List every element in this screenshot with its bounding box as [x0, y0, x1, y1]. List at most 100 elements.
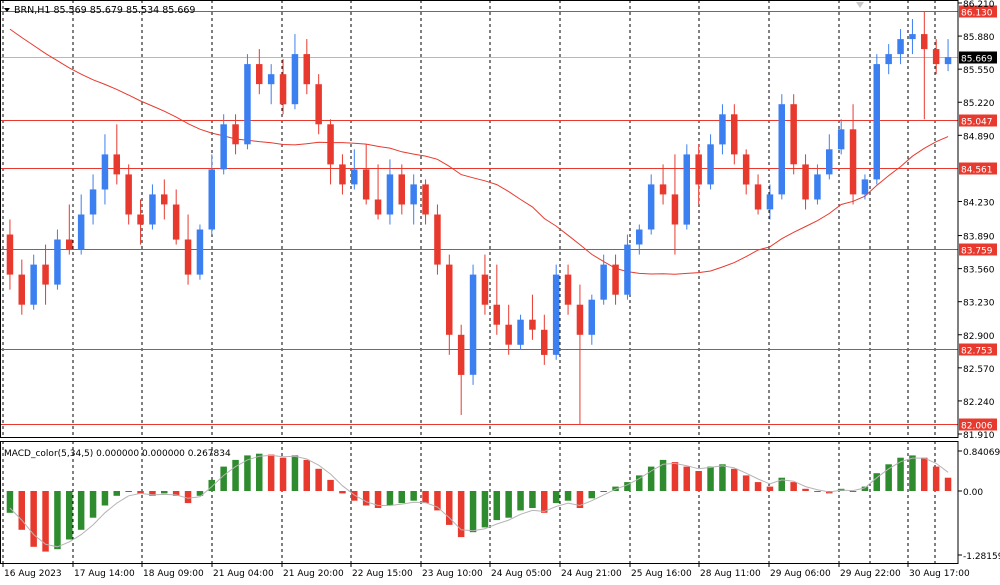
- macd-y-tick-label: -1.28159: [963, 552, 1000, 562]
- macd-bar: [101, 491, 109, 506]
- macd-bar: [184, 491, 192, 504]
- x-tick-label: 25 Aug 16:00: [631, 569, 692, 579]
- candle-body: [327, 124, 334, 165]
- macd-bar: [351, 491, 358, 501]
- level-label: 86.130: [961, 9, 993, 19]
- candle-body: [909, 34, 916, 40]
- main-pane-border: [0, 0, 959, 438]
- y-tick-label: 86.210: [963, 0, 995, 10]
- level-label: 83.759: [961, 247, 993, 257]
- current-price-bg: [959, 51, 997, 64]
- macd-bar: [291, 455, 299, 491]
- candle-body: [267, 74, 275, 85]
- level-label: 85.047: [961, 118, 993, 128]
- candle-body: [552, 274, 560, 355]
- level-label: 82.006: [961, 422, 993, 432]
- candle-body: [137, 214, 144, 225]
- candle-body: [659, 184, 667, 195]
- macd-bar: [517, 491, 524, 511]
- macd-bar: [814, 491, 821, 492]
- macd-bar: [754, 482, 762, 491]
- collapse-triangle-icon[interactable]: [4, 8, 10, 12]
- scroll-marker-icon[interactable]: [856, 2, 864, 8]
- x-tick-label: 21 Aug 20:00: [283, 569, 344, 579]
- candle-body: [897, 39, 904, 55]
- macd-bar: [719, 464, 726, 491]
- macd-signal-line: [9, 454, 949, 548]
- macd-bar: [6, 491, 14, 513]
- y-tick-label: 84.890: [963, 132, 995, 142]
- macd-bar: [897, 457, 904, 491]
- macd-bar: [410, 491, 417, 501]
- macd-bar: [588, 491, 595, 499]
- candle-body: [89, 189, 97, 215]
- macd-title: MACD_color(5,34,5) 0.000000 0.000000 0.2…: [4, 449, 231, 459]
- macd-bar: [279, 457, 287, 491]
- macd-bar: [885, 464, 892, 491]
- y-tick-label: 82.900: [963, 332, 995, 342]
- y-tick-label: 85.880: [963, 33, 995, 43]
- macd-bar: [861, 486, 869, 491]
- macd-bar: [208, 479, 215, 491]
- macd-bar: [707, 466, 714, 491]
- candle-body: [220, 124, 227, 170]
- y-tick-label: 83.890: [963, 233, 995, 243]
- macd-bar: [552, 491, 560, 504]
- candle-body: [398, 174, 405, 205]
- macd-bar: [636, 475, 643, 491]
- macd-bar: [564, 491, 572, 501]
- macd-bar: [493, 491, 500, 521]
- macd-bar: [446, 491, 453, 525]
- macd-bar: [196, 491, 204, 496]
- candle-body: [944, 57, 952, 65]
- candle-body: [529, 319, 536, 330]
- candle-body: [196, 229, 204, 275]
- candle-body: [707, 144, 714, 185]
- macd-bar: [469, 491, 477, 533]
- macd-bar: [695, 471, 702, 491]
- candle-body: [66, 239, 73, 250]
- y-tick-label: 85.220: [963, 99, 995, 109]
- candle-body: [113, 154, 120, 175]
- support-resistance-lines: [0, 11, 958, 425]
- candle-body: [885, 54, 892, 65]
- macd-bar: [422, 491, 429, 504]
- candle-body: [802, 164, 809, 200]
- candle-body: [351, 169, 358, 185]
- candle-body: [731, 114, 738, 155]
- macd-y-tick-label: 0.840698: [963, 448, 1000, 458]
- sma-line: [9, 28, 949, 275]
- candle-body: [517, 319, 524, 345]
- macd-bar: [315, 468, 322, 491]
- candle-body: [18, 274, 25, 305]
- candle-body: [434, 214, 441, 265]
- macd-bar: [161, 491, 168, 494]
- level-label: 82.753: [961, 347, 993, 357]
- y-tick-label: 82.240: [963, 398, 995, 408]
- macd-bar: [77, 491, 85, 530]
- candle-body: [469, 274, 477, 375]
- chart-title: BRN,H1 85.569 85.679 85.534 85.669: [14, 5, 195, 16]
- candle-body: [161, 194, 168, 205]
- macd-bar: [802, 488, 809, 491]
- candle-body: [125, 174, 132, 215]
- macd-bar: [909, 455, 916, 491]
- candle-body: [636, 229, 643, 245]
- candle-body: [778, 104, 785, 195]
- macd-bar: [624, 482, 631, 491]
- candle-body: [826, 149, 833, 175]
- candle-body: [30, 264, 37, 305]
- macd-bar: [386, 491, 394, 506]
- x-tick-label: 23 Aug 10:00: [422, 569, 483, 579]
- grid: [2, 0, 936, 563]
- candle-body: [849, 129, 857, 195]
- candle-body: [564, 274, 572, 305]
- macd-bar: [66, 491, 73, 540]
- macd-bar: [18, 491, 25, 530]
- x-tick-label: 18 Aug 09:00: [143, 569, 204, 579]
- macd-bar: [339, 491, 346, 494]
- moving-average: [9, 28, 949, 275]
- y-tick-label: 83.230: [963, 299, 995, 309]
- candle-body: [422, 184, 429, 215]
